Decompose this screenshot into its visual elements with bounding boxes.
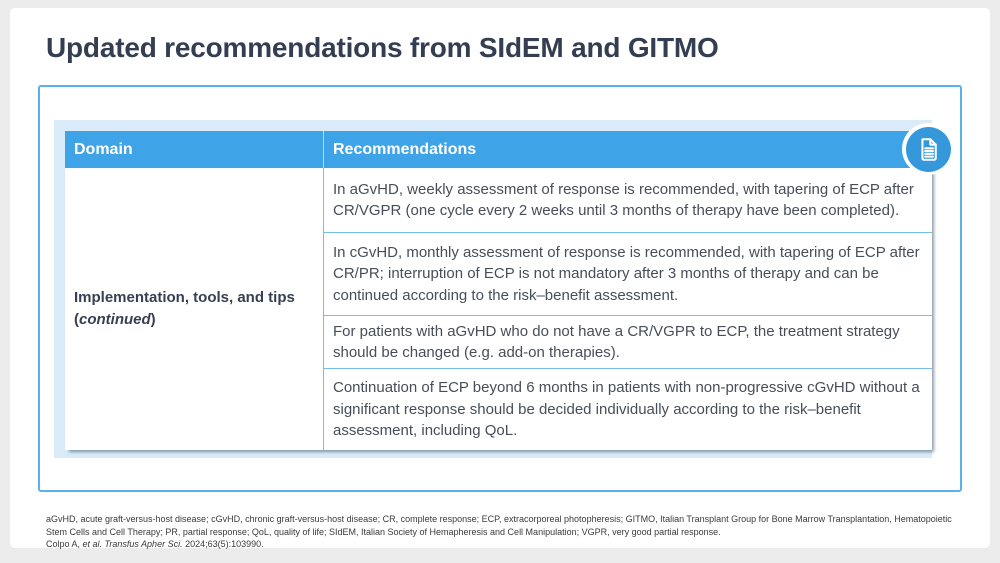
table-row: Continuation of ECP beyond 6 months in p… xyxy=(324,368,932,450)
document-icon-circle xyxy=(905,126,951,172)
domain-cell-continued: (continued) xyxy=(74,311,156,328)
document-icon xyxy=(902,123,954,175)
recommendations-table: Domain Recommendations Implementation, t… xyxy=(65,131,932,450)
recommendations-column: In aGvHD, weekly assessment of response … xyxy=(324,168,932,450)
table-backdrop: Domain Recommendations Implementation, t… xyxy=(54,120,932,458)
abbreviations-line-1: aGvHD, acute graft-versus-host disease; … xyxy=(46,514,952,524)
table-row: In aGvHD, weekly assessment of response … xyxy=(324,168,932,232)
slide: Updated recommendations from SIdEM and G… xyxy=(10,8,990,551)
table-row: For patients with aGvHD who do not have … xyxy=(324,315,932,368)
citation: Colpo A, et al. Transfus Apher Sci. 2024… xyxy=(46,539,264,549)
table-header-row: Domain Recommendations xyxy=(65,131,932,168)
recommendation-text: In aGvHD, weekly assessment of response … xyxy=(333,180,914,220)
recommendation-text: Continuation of ECP beyond 6 months in p… xyxy=(333,379,920,440)
abbreviations-line-2: Stem Cells and Cell Therapy; PR, partial… xyxy=(46,526,721,537)
recommendation-text: For patients with aGvHD who do not have … xyxy=(333,322,900,362)
table-body: Implementation, tools, and tips (continu… xyxy=(65,168,932,450)
domain-cell-title: Implementation, tools, and tips xyxy=(74,289,295,306)
footnotes: aGvHD, acute graft-versus-host disease; … xyxy=(46,513,976,551)
column-header-recommendations: Recommendations xyxy=(333,140,477,158)
recommendation-text: In cGvHD, monthly assessment of response… xyxy=(333,243,920,304)
content-card: Domain Recommendations Implementation, t… xyxy=(38,85,962,492)
table-row: In cGvHD, monthly assessment of response… xyxy=(324,232,932,315)
domain-cell: Implementation, tools, and tips (continu… xyxy=(65,168,324,450)
page-title: Updated recommendations from SIdEM and G… xyxy=(46,32,719,63)
column-header-domain: Domain xyxy=(65,131,324,168)
